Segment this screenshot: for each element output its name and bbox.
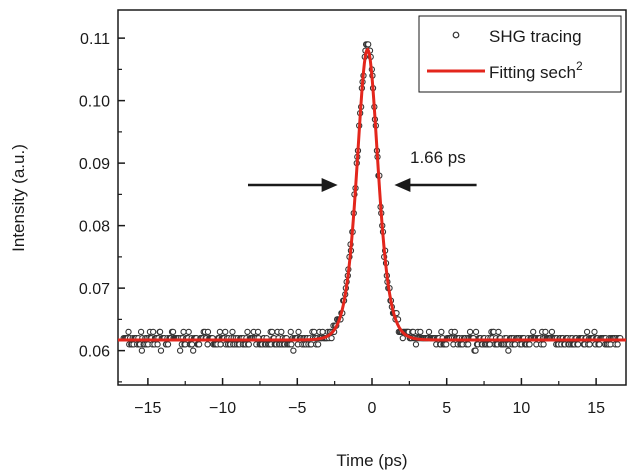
data-point bbox=[185, 328, 192, 336]
data-point bbox=[216, 328, 224, 336]
data-point bbox=[526, 341, 533, 348]
data-point bbox=[188, 341, 196, 348]
data-point bbox=[204, 341, 211, 348]
data-point bbox=[583, 328, 591, 336]
data-point bbox=[399, 334, 406, 342]
data-point bbox=[288, 341, 295, 348]
ticks bbox=[118, 37, 597, 385]
y-tick-label: 0.07 bbox=[79, 281, 110, 298]
data-point bbox=[290, 347, 297, 354]
data-point bbox=[244, 328, 251, 336]
data-point bbox=[574, 341, 582, 348]
data-point bbox=[591, 328, 598, 336]
x-tick-label: 10 bbox=[513, 400, 531, 417]
data-point bbox=[308, 341, 315, 348]
legend-box bbox=[418, 15, 622, 93]
data-point bbox=[314, 341, 322, 348]
data-point bbox=[465, 341, 472, 348]
data-point bbox=[542, 328, 549, 336]
data-point bbox=[586, 341, 593, 348]
data-point bbox=[180, 328, 187, 336]
data-point bbox=[319, 328, 326, 336]
legend-label-fit-main: Fitting sech bbox=[489, 63, 576, 82]
data-point bbox=[425, 328, 433, 336]
data-point bbox=[295, 328, 302, 336]
data-point bbox=[495, 328, 502, 336]
tick-labels: −15 −10 −5 0 5 10 15 0.06 0.07 0.08 0.09 0.10 0.11 bbox=[79, 31, 605, 417]
data-point bbox=[195, 341, 203, 348]
legend-label-shg: SHG tracing bbox=[489, 27, 582, 46]
data-point bbox=[254, 328, 262, 336]
legend-label-fit-superscript: 2 bbox=[576, 59, 583, 73]
data-point bbox=[125, 328, 132, 336]
data-point bbox=[190, 347, 197, 354]
data-point bbox=[310, 328, 318, 336]
arrow-right-head bbox=[394, 178, 411, 192]
data-point bbox=[245, 341, 252, 348]
data-point bbox=[472, 347, 479, 354]
x-axis-title: Time (ps) bbox=[336, 451, 407, 470]
data-point bbox=[466, 328, 474, 336]
fit-line bbox=[118, 47, 626, 342]
data-point bbox=[596, 341, 603, 348]
x-tick-label: −10 bbox=[209, 400, 236, 417]
annotation: 1.66 ps bbox=[247, 148, 477, 192]
x-tick-label: −15 bbox=[134, 400, 161, 417]
arrow-left-head bbox=[321, 178, 338, 192]
x-tick-label: −5 bbox=[288, 400, 306, 417]
data-point bbox=[138, 347, 146, 354]
data-point bbox=[278, 328, 285, 336]
data-point bbox=[365, 41, 372, 48]
data-point bbox=[154, 341, 161, 348]
legend-label-fit: Fitting sech2 bbox=[489, 59, 583, 82]
data-point bbox=[438, 328, 445, 336]
x-tick-label: 0 bbox=[368, 400, 377, 417]
data-point bbox=[157, 347, 165, 354]
data-point bbox=[229, 328, 236, 336]
legend: SHG tracing Fitting sech2 bbox=[418, 15, 622, 93]
data-point bbox=[176, 347, 184, 354]
y-axis-title: Intensity (a.u.) bbox=[9, 144, 28, 252]
data-point bbox=[156, 328, 164, 336]
data-point bbox=[548, 328, 556, 336]
y-tick-label: 0.11 bbox=[80, 31, 110, 48]
data-point bbox=[472, 328, 480, 336]
data-point bbox=[540, 341, 547, 348]
data-point bbox=[217, 341, 224, 348]
data-point bbox=[149, 328, 157, 336]
y-tick-label: 0.06 bbox=[79, 344, 110, 361]
y-tick-label: 0.08 bbox=[79, 219, 110, 236]
data-point bbox=[417, 328, 424, 336]
data-point bbox=[222, 328, 229, 336]
data-point bbox=[137, 328, 145, 336]
data-point bbox=[169, 328, 177, 336]
data-point bbox=[451, 328, 458, 336]
data-point bbox=[204, 328, 212, 336]
data-point bbox=[287, 328, 294, 336]
data-point bbox=[164, 341, 172, 348]
data-point bbox=[614, 341, 621, 348]
fwhm-annotation: 1.66 ps bbox=[410, 148, 466, 167]
data-point bbox=[443, 341, 450, 348]
y-tick-label: 0.10 bbox=[79, 94, 110, 111]
data-point bbox=[486, 341, 494, 348]
data-point bbox=[412, 341, 420, 348]
legend-marker-shg bbox=[452, 31, 460, 39]
data-point bbox=[530, 328, 537, 336]
x-tick-label: 15 bbox=[587, 400, 605, 417]
y-tick-label: 0.09 bbox=[79, 156, 110, 173]
data-point bbox=[328, 334, 335, 342]
data-point bbox=[505, 347, 512, 354]
data-point bbox=[268, 328, 276, 336]
x-tick-label: 5 bbox=[442, 400, 451, 417]
